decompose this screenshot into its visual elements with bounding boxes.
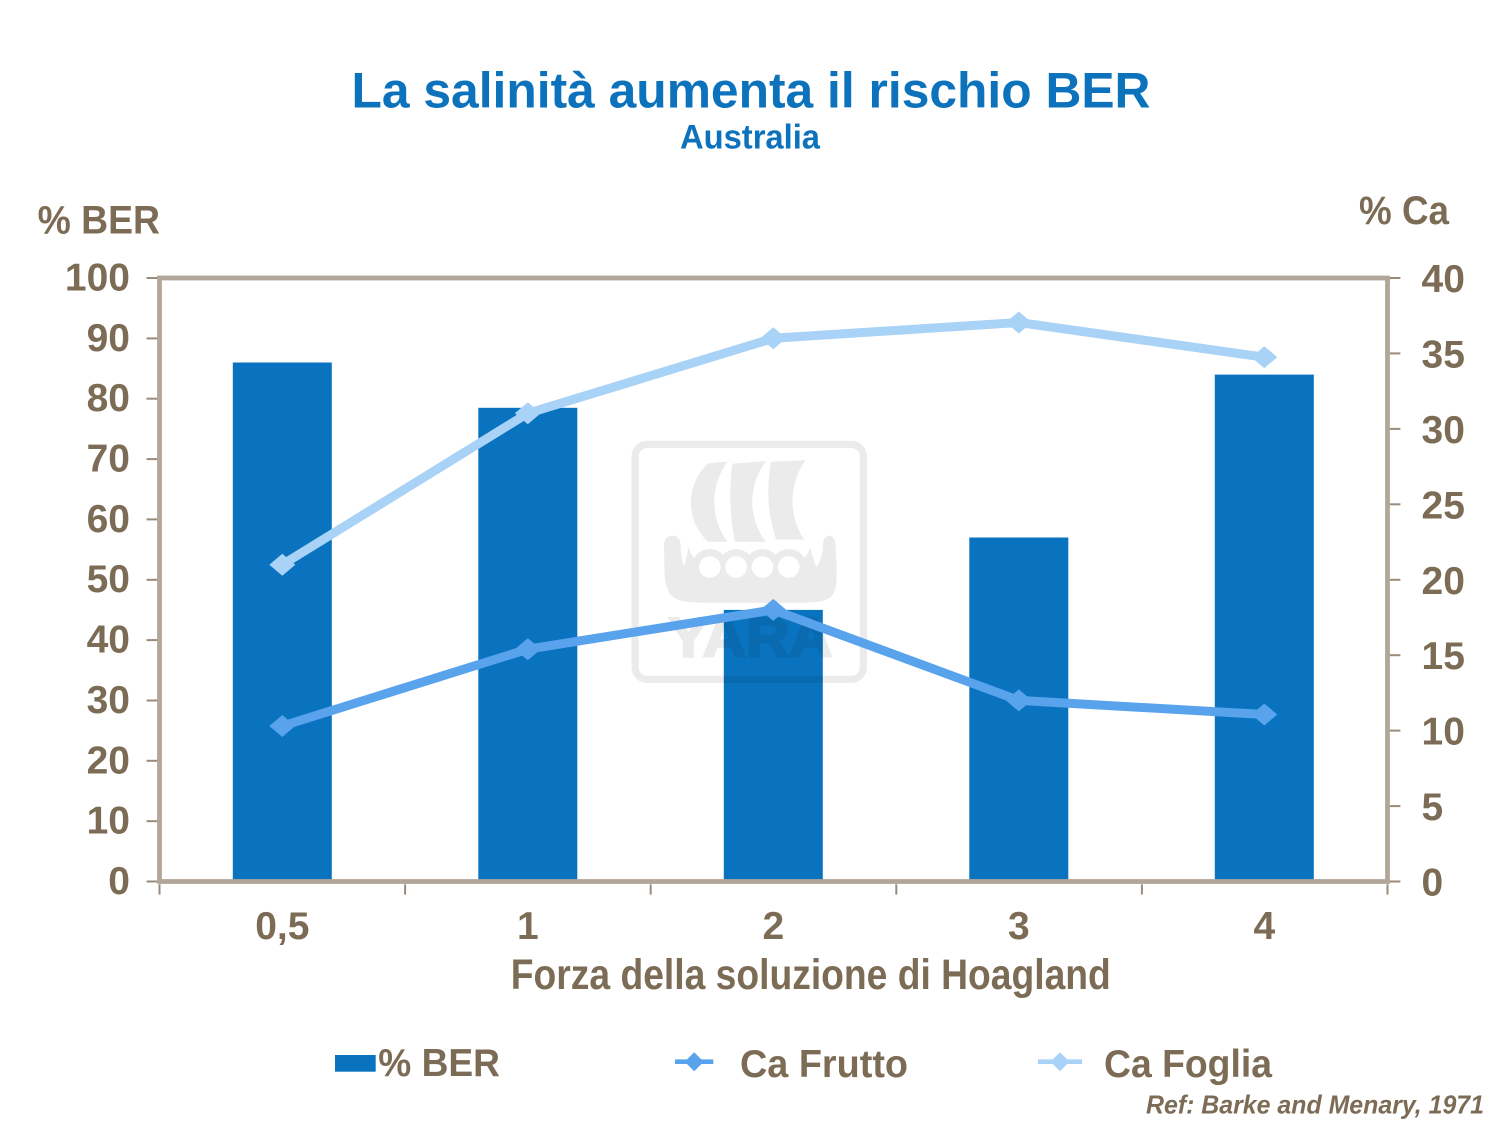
svg-text:0: 0 xyxy=(1422,862,1444,905)
svg-text:% BER: % BER xyxy=(38,199,160,243)
svg-text:20: 20 xyxy=(1422,560,1465,603)
svg-text:0: 0 xyxy=(108,860,130,903)
svg-text:100: 100 xyxy=(65,257,130,300)
svg-text:Ca Foglia: Ca Foglia xyxy=(1104,1043,1272,1086)
svg-text:70: 70 xyxy=(87,438,130,481)
svg-text:5: 5 xyxy=(1422,786,1444,829)
svg-text:20: 20 xyxy=(87,739,130,782)
svg-text:3: 3 xyxy=(1008,905,1030,948)
svg-text:10: 10 xyxy=(1422,711,1465,754)
svg-text:2: 2 xyxy=(762,905,784,948)
svg-text:40: 40 xyxy=(1422,258,1465,301)
svg-text:25: 25 xyxy=(1422,484,1465,527)
svg-text:90: 90 xyxy=(87,317,130,360)
svg-text:Ref: Barke and Menary, 1971: Ref: Barke and Menary, 1971 xyxy=(1146,1089,1484,1119)
svg-text:10: 10 xyxy=(87,800,130,843)
svg-text:30: 30 xyxy=(1422,409,1465,452)
svg-text:Ca Frutto: Ca Frutto xyxy=(740,1043,908,1086)
svg-text:0,5: 0,5 xyxy=(255,905,309,948)
svg-text:80: 80 xyxy=(87,377,130,420)
svg-text:% BER: % BER xyxy=(378,1042,500,1085)
svg-text:40: 40 xyxy=(87,619,130,662)
svg-text:La salinità aumenta il rischio: La salinità aumenta il rischio BER xyxy=(352,63,1151,119)
svg-text:30: 30 xyxy=(87,679,130,722)
svg-text:60: 60 xyxy=(87,498,130,541)
svg-text:% Ca: % Ca xyxy=(1359,189,1450,233)
svg-text:Forza della soluzione di Hoagl: Forza della soluzione di Hoagland xyxy=(511,951,1111,999)
svg-text:50: 50 xyxy=(87,558,130,601)
svg-text:1: 1 xyxy=(517,905,539,948)
svg-text:Australia: Australia xyxy=(680,119,821,157)
svg-text:4: 4 xyxy=(1253,905,1275,948)
svg-text:15: 15 xyxy=(1422,635,1465,678)
svg-text:35: 35 xyxy=(1422,333,1465,376)
